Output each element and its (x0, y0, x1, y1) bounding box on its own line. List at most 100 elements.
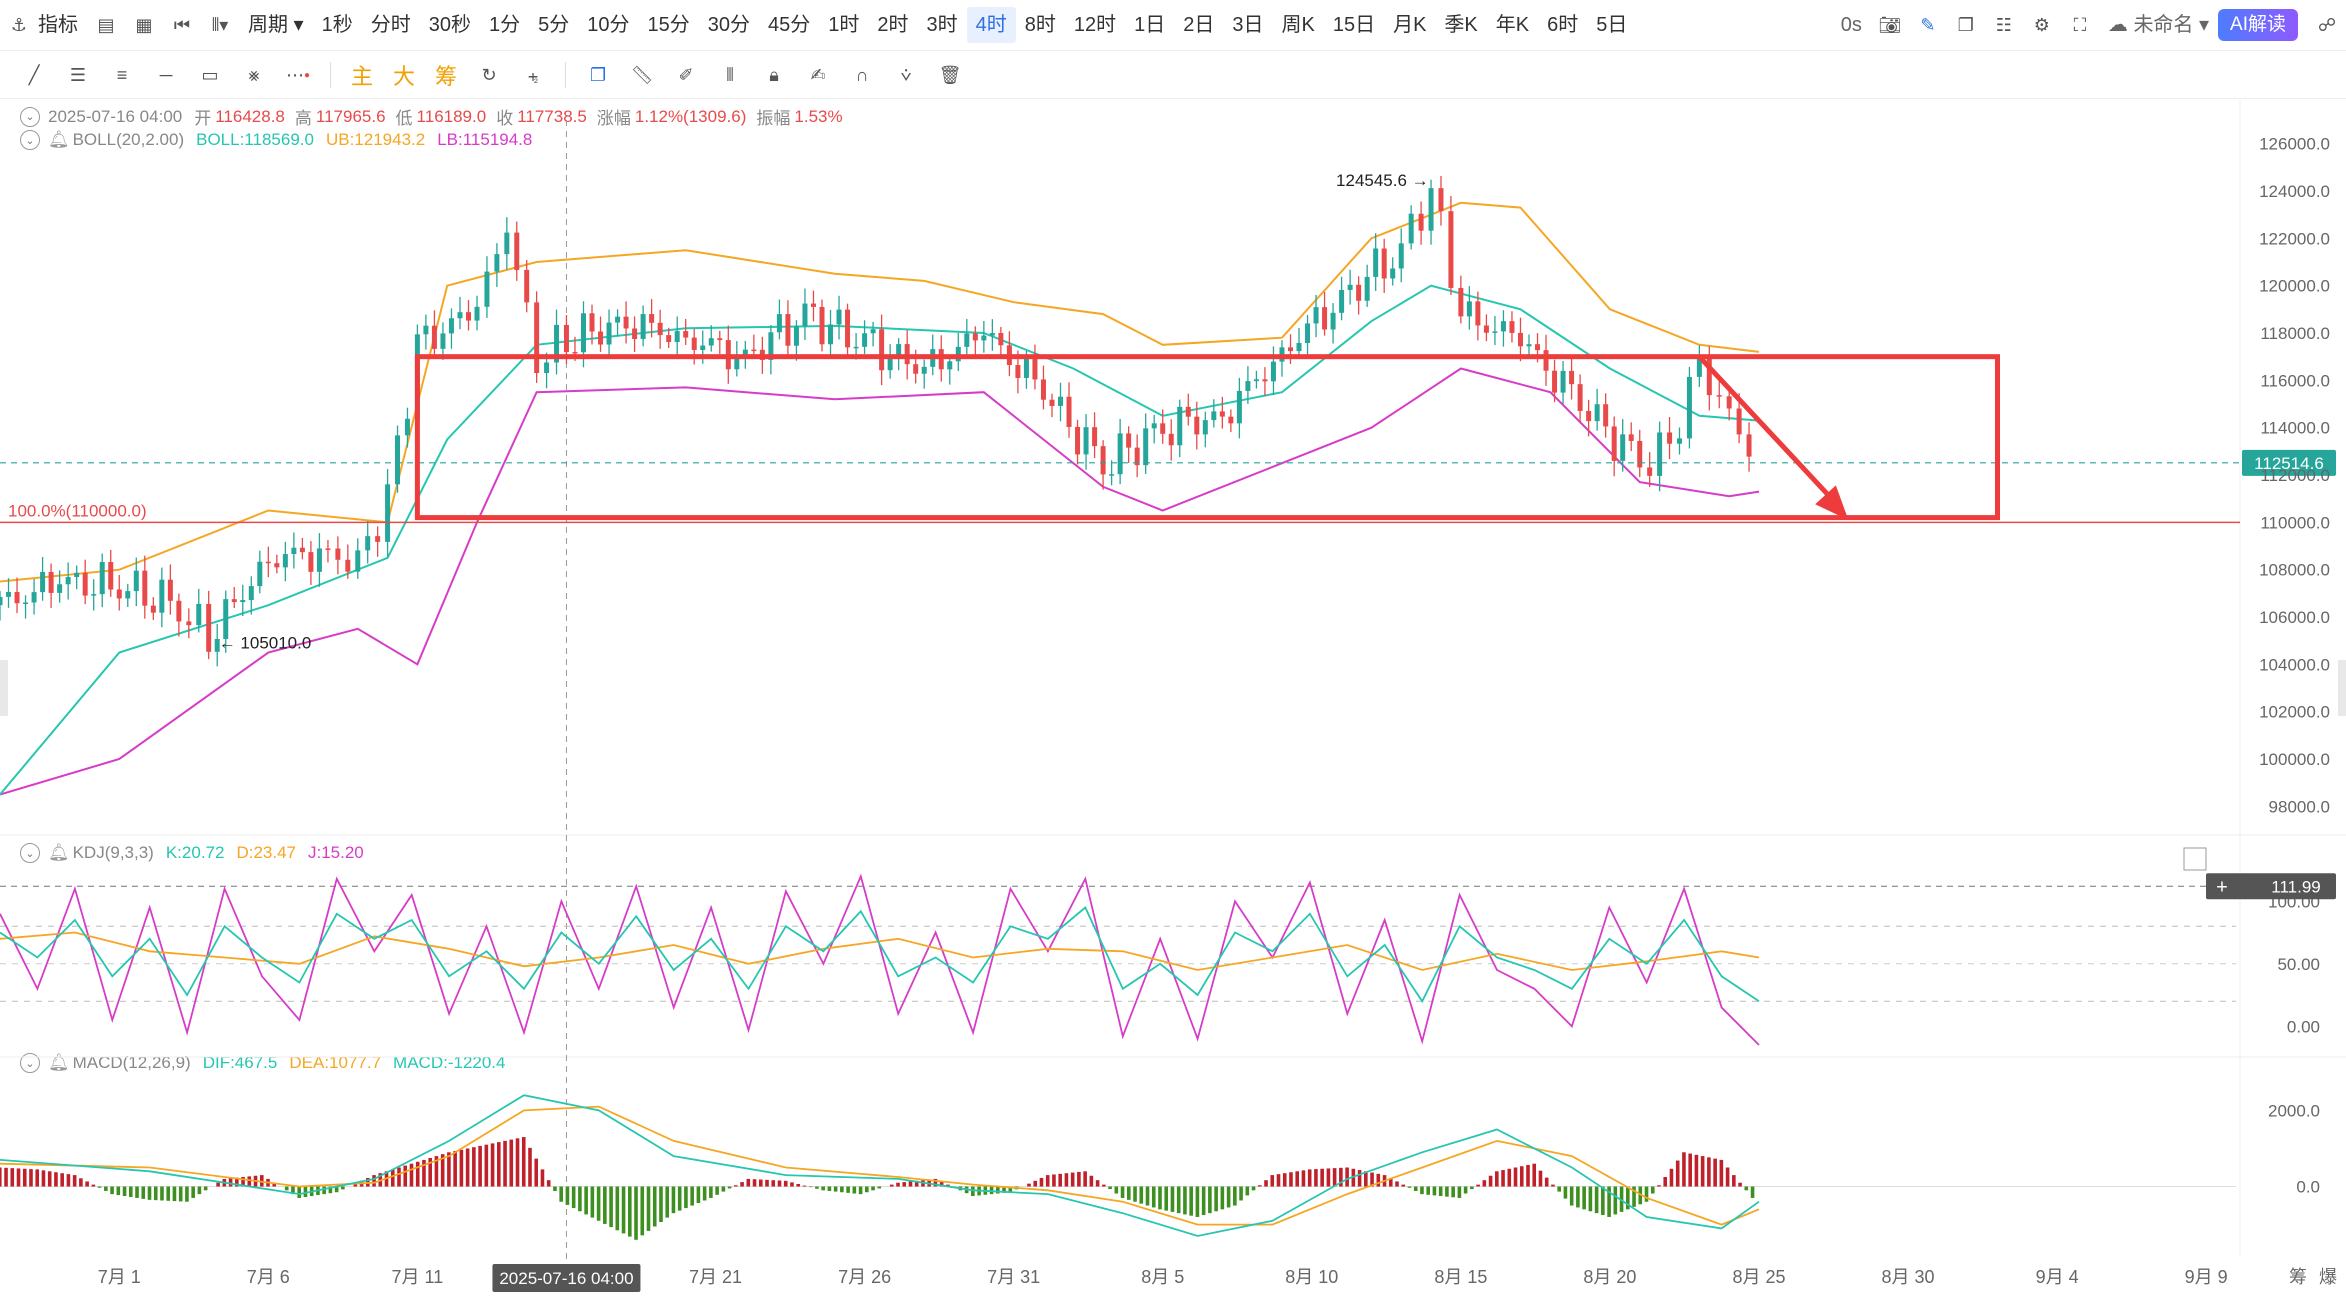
collapse-icon[interactable]: ⌄ (20, 1053, 40, 1073)
bell-icon[interactable]: 🔔︎ (48, 130, 70, 149)
chips-chip[interactable]: 筹 (435, 64, 458, 89)
more-icon[interactable]: ⋯ ● (285, 64, 311, 85)
macd-histogram-bar (627, 1186, 632, 1237)
macd-histogram-bar (521, 1137, 526, 1187)
share-icon[interactable]: ☍ (2317, 14, 2337, 35)
period-0[interactable]: 1秒 (321, 14, 353, 36)
period-20[interactable]: 月K (1393, 14, 1427, 36)
replay-icon[interactable]: ⏮ (173, 14, 191, 35)
big-chip[interactable]: 大 (393, 64, 416, 89)
candle-body (494, 254, 500, 272)
collapse-icon[interactable]: ⌄ (20, 843, 40, 863)
bookmark-icon[interactable]: ❐ (589, 64, 607, 85)
macd-histogram-bar (877, 1186, 882, 1189)
collapse-icon[interactable]: ⌄ (20, 130, 40, 150)
candle-body (1134, 447, 1140, 466)
period-14[interactable]: 12时 (1073, 14, 1117, 36)
settings-icon[interactable]: ⚙ (2033, 14, 2050, 35)
period-9[interactable]: 1时 (828, 14, 860, 36)
candle-body (802, 303, 808, 327)
period-21[interactable]: 季K (1444, 14, 1478, 36)
main-chip[interactable]: 主 (351, 64, 374, 89)
macd-histogram-bar (60, 1173, 64, 1187)
period-11[interactable]: 3时 (926, 14, 958, 36)
fib-icon[interactable]: ⨳ (248, 64, 260, 85)
chart-type-icon[interactable]: ⫴▾ (211, 14, 229, 35)
collapse-icon[interactable]: ⌄ (20, 106, 40, 127)
macd-histogram-bar (1039, 1177, 1044, 1187)
template-icon[interactable]: ☷ (1995, 14, 2012, 35)
sync-icon[interactable]: ↻ (481, 64, 497, 85)
trash-icon[interactable]: 🗑︎ (938, 64, 962, 85)
magnet-icon[interactable]: ∩ (855, 64, 869, 85)
candle-body (683, 331, 689, 338)
horizontal-ray-icon[interactable]: ─ (159, 64, 173, 85)
parallel-channel-icon[interactable]: ≡ (116, 64, 128, 85)
bell-icon[interactable]: 🔔︎ (48, 843, 70, 862)
macd-histogram-bar (540, 1169, 545, 1187)
layout-name-dropdown[interactable]: ☁ 未命名 ▾ (2107, 14, 2210, 36)
indicator-icon[interactable]: ⚓ (10, 14, 28, 35)
lock-icon[interactable]: 🔒︎ (769, 64, 779, 85)
note-icon[interactable]: ✍ (810, 64, 826, 85)
filter-icon[interactable]: ⩒ (900, 64, 912, 85)
macd-histogram-bar (715, 1186, 719, 1195)
candle-body (666, 335, 672, 343)
period-17[interactable]: 3日 (1232, 14, 1264, 36)
rectangle-icon[interactable]: ▭ (201, 64, 219, 85)
period-7[interactable]: 30分 (707, 14, 750, 36)
macd-histogram-bar (1320, 1168, 1324, 1187)
macd-histogram-bar (634, 1186, 638, 1240)
period-dropdown[interactable]: 周期 ▾ (248, 14, 304, 36)
camera-icon[interactable]: 📷︎ (1878, 14, 1902, 35)
period-2[interactable]: 30秒 (428, 14, 471, 36)
period-8[interactable]: 45分 (767, 14, 811, 36)
ai-explain-button[interactable]: AI解读 (2218, 9, 2298, 41)
brush-icon[interactable]: ✐ (678, 64, 694, 85)
drawing-toolbar: ╱ ☰ ≡ ─ ▭ ⨳ ⋯ ● 主 大 筹 ↻ ⨧ ❐ 📏︎ ✐ ⫴ 🔒︎ ✍ ∩… (0, 52, 2346, 99)
macd-histogram-bar (652, 1186, 657, 1227)
macd-histogram-bar (1713, 1158, 1717, 1187)
candle-body (240, 600, 246, 603)
candle-body (1066, 396, 1072, 427)
kdj-tick-label-1: 50.00 (2277, 955, 2320, 974)
macd-histogram-bar (85, 1181, 89, 1187)
indicator-button[interactable]: 指标 (38, 14, 78, 36)
high-marker-label: 124545.6 → (1336, 171, 1429, 190)
macd-histogram-bar (802, 1185, 807, 1187)
macd-histogram-bar (765, 1179, 769, 1187)
period-12[interactable]: 4时 (966, 7, 1016, 43)
period-23[interactable]: 6时 (1547, 14, 1579, 36)
candle-body (691, 337, 697, 350)
period-5[interactable]: 10分 (587, 14, 630, 36)
fullscreen-icon[interactable]: ⛶ (2073, 14, 2087, 35)
period-24[interactable]: 5日 (1596, 14, 1628, 36)
trendline-icon[interactable]: ╱ (28, 64, 40, 85)
macd-histogram-bar (415, 1161, 420, 1187)
period-19[interactable]: 15日 (1332, 14, 1376, 36)
period-16[interactable]: 2日 (1183, 14, 1215, 36)
layout-icon[interactable]: ▦ (135, 14, 153, 35)
pen-icon[interactable]: ✎ (1920, 14, 1936, 35)
boll-mid-value: BOLL:118569.0 (196, 130, 314, 149)
calendar-icon[interactable]: ▤ (97, 14, 115, 35)
horizontal-lines-icon[interactable]: ☰ (69, 64, 87, 85)
period-15[interactable]: 1日 (1134, 14, 1166, 36)
period-4[interactable]: 5分 (538, 14, 570, 36)
ruler-icon[interactable]: 📏︎ (630, 64, 654, 85)
candle-body (299, 547, 305, 553)
window-icon[interactable]: ❐ (1957, 14, 1974, 35)
bell-icon[interactable]: 🔔︎ (48, 1053, 70, 1072)
period-18[interactable]: 周K (1281, 14, 1315, 36)
period-13[interactable]: 8时 (1024, 14, 1056, 36)
period-6[interactable]: 15分 (647, 14, 690, 36)
period-10[interactable]: 2时 (877, 14, 909, 36)
candle-body (176, 600, 182, 622)
macd-histogram-bar (384, 1171, 389, 1187)
period-22[interactable]: 年K (1495, 14, 1530, 36)
measure-icon[interactable]: ⨧ (527, 64, 539, 85)
period-1[interactable]: 分时 (370, 14, 411, 36)
period-3[interactable]: 1分 (488, 14, 521, 36)
candles-icon[interactable]: ⫴ (726, 64, 734, 85)
